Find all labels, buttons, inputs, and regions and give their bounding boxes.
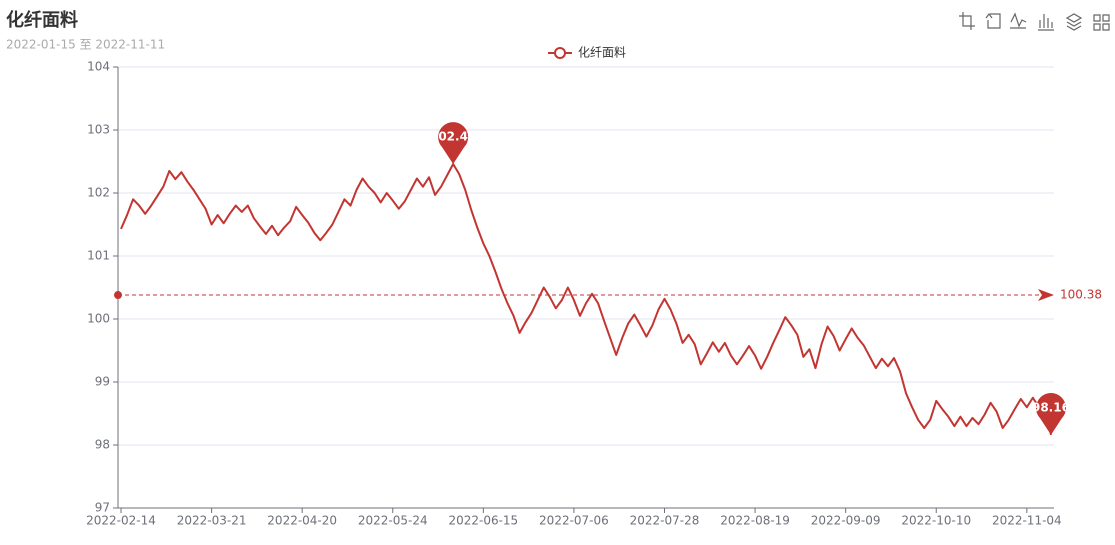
zoom-icon[interactable]: [959, 12, 975, 30]
chart-subtitle: 2022-01-15 至 2022-11-11: [6, 38, 165, 52]
x-tick-label: 2022-06-15: [448, 514, 518, 528]
pin-label: 102.46: [430, 130, 476, 144]
y-tick-label: 99: [95, 375, 110, 389]
stack-icon[interactable]: [1065, 13, 1083, 31]
restore-icon[interactable]: [985, 13, 1001, 29]
x-tick-label: 2022-05-24: [358, 514, 428, 528]
legend-symbol: [554, 47, 566, 59]
x-tick-label: 2022-03-21: [177, 514, 247, 528]
pin-label: 98.16: [1032, 400, 1070, 414]
y-tick-label: 103: [87, 123, 110, 137]
x-tick-label: 2022-07-06: [539, 514, 609, 528]
x-tick-label: 2022-02-14: [86, 514, 156, 528]
average-label: 100.38: [1060, 288, 1102, 302]
average-arrow: [1038, 289, 1054, 302]
x-tick-label: 2022-11-04: [992, 514, 1062, 528]
toolbox[interactable]: [959, 12, 1110, 31]
y-tick-label: 101: [87, 249, 110, 263]
x-tick-label: 2022-04-20: [267, 514, 337, 528]
line-icon[interactable]: [1010, 12, 1027, 29]
chart-title: 化纤面料: [6, 9, 78, 31]
x-tick-label: 2022-09-09: [811, 514, 881, 528]
series-line: [120, 163, 1052, 436]
legend-label: 化纤面料: [578, 46, 626, 60]
y-tick-label: 102: [87, 186, 110, 200]
y-tick-label: 97: [95, 501, 110, 515]
y-tick-label: 100: [87, 312, 110, 326]
y-tick-label: 104: [87, 60, 110, 74]
pin-marker: [438, 122, 469, 165]
bar-icon[interactable]: [1038, 14, 1054, 31]
data-view-icon[interactable]: [1093, 14, 1110, 31]
pin-marker: [1035, 393, 1066, 435]
x-tick-label: 2022-07-28: [630, 514, 700, 528]
x-tick-label: 2022-08-19: [720, 514, 790, 528]
y-tick-label: 98: [95, 438, 110, 452]
x-tick-label: 2022-10-10: [901, 514, 971, 528]
